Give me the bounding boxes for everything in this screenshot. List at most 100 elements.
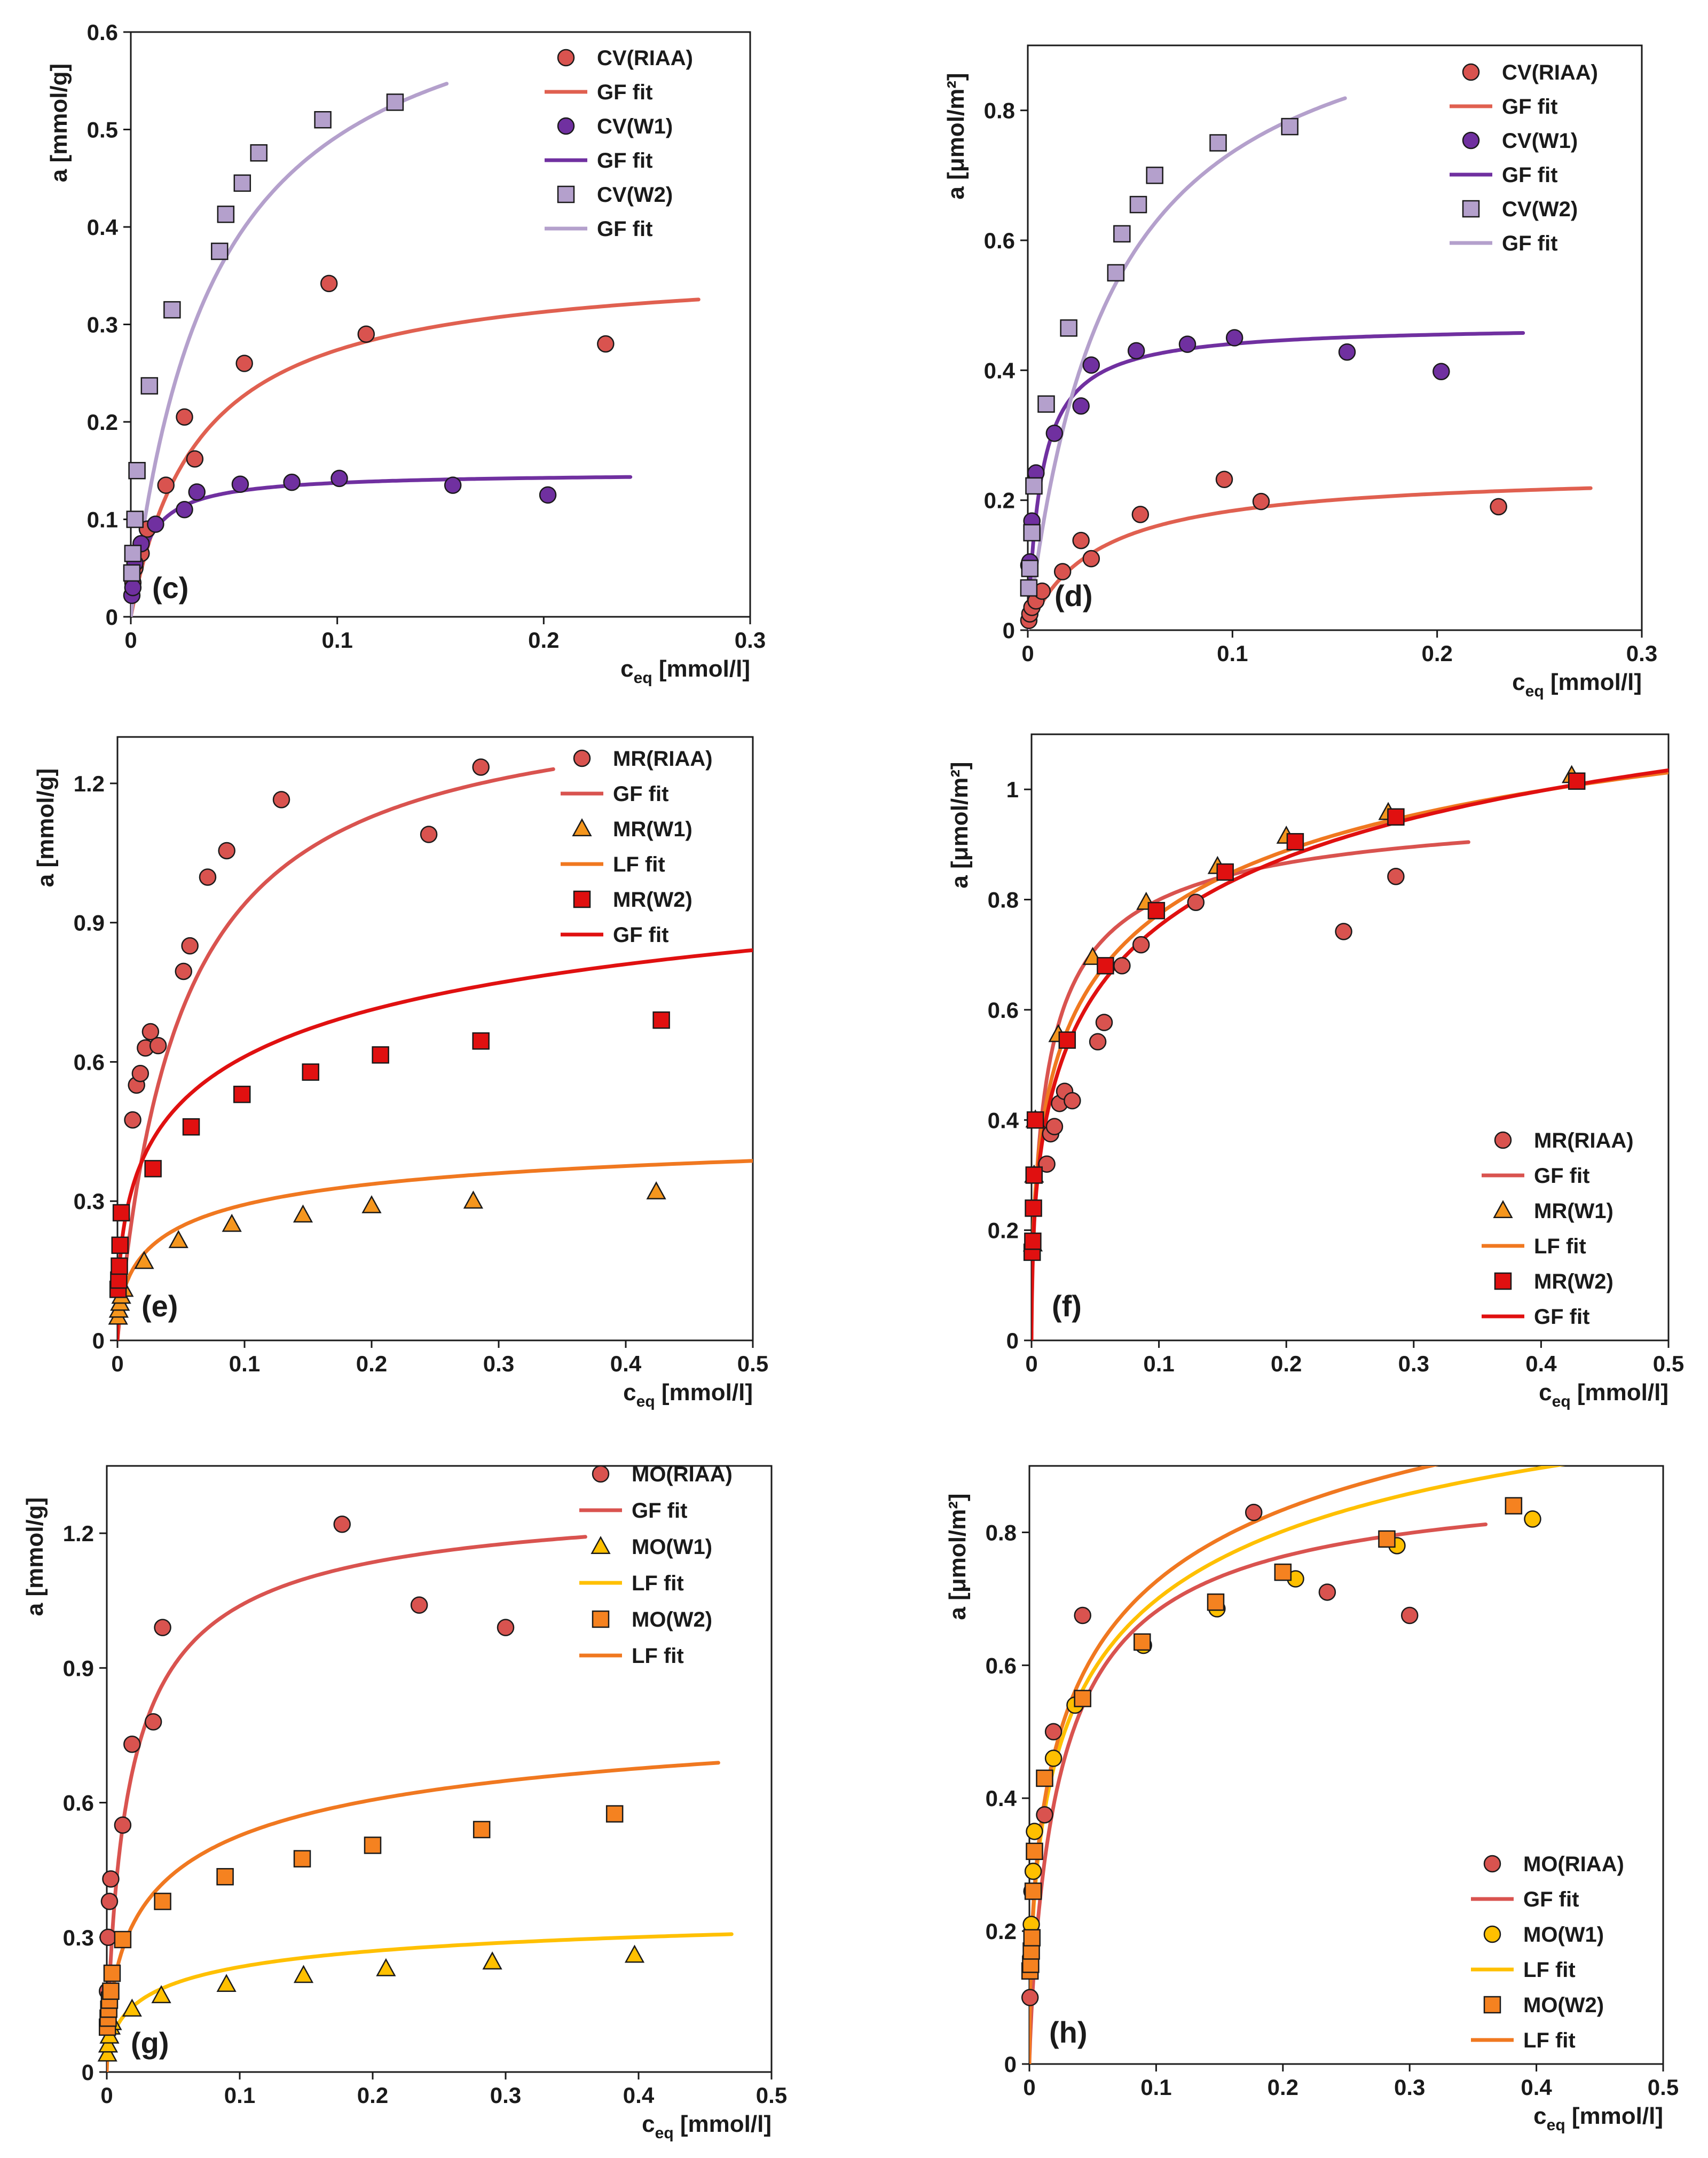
legend-label: MO(W2)	[1523, 1994, 1604, 2017]
x-tick-label: 0.4	[610, 1351, 642, 1376]
data-point	[211, 242, 229, 260]
y-tick-label: 0	[92, 1328, 105, 1353]
data-point	[333, 1516, 351, 1533]
fit-curve-gf-fit	[1028, 331, 1525, 630]
y-tick-label: 0.6	[988, 998, 1019, 1023]
data-point	[149, 1037, 167, 1055]
data-point	[218, 842, 235, 860]
data-point	[128, 462, 146, 480]
x-tick-label: 0.2	[1271, 1351, 1302, 1376]
data-point	[293, 1965, 314, 1983]
x-tick-label: 0.4	[1525, 1351, 1557, 1376]
data-point	[1245, 1503, 1263, 1521]
data-point	[176, 501, 193, 519]
legend-marker	[1493, 1200, 1513, 1218]
data-point	[111, 1236, 129, 1254]
data-point	[1021, 1989, 1039, 2006]
data-point	[1274, 1563, 1292, 1581]
data-point	[1209, 134, 1227, 152]
data-point	[330, 469, 348, 488]
x-tick-label: 0.4	[623, 2083, 655, 2108]
data-point	[1024, 1882, 1042, 1900]
y-tick-label: 0.2	[87, 410, 118, 435]
data-point	[124, 545, 142, 562]
x-tick-label: 0.3	[490, 2083, 521, 2108]
y-tick-label: 0.1	[87, 507, 118, 532]
panel-label: (c)	[152, 571, 188, 605]
x-axis-label: ceq [mmol/l]	[1512, 669, 1642, 700]
legend-marker	[592, 1465, 610, 1483]
legend: MR(RIAA) GF fit MR(W1) LF fit MR(W2) GF fit	[1482, 1129, 1634, 1329]
fit-curve-gf-fit	[1028, 96, 1347, 630]
chart-panel-e: 0 0.1 0.2 0.3 0.4 0.5 0 0.3 0.6 0.9 1.2 ceq [mmol/l…	[33, 736, 768, 1410]
fit-curve-lf-fit	[107, 1932, 734, 2072]
legend-marker	[1483, 1855, 1501, 1873]
legend-label: LF fit	[632, 1572, 684, 1595]
data-point	[131, 1064, 149, 1082]
series-mr-w2-	[109, 1011, 670, 1298]
data-point	[463, 1190, 484, 1209]
y-tick-label: 0	[82, 2060, 94, 2085]
x-tick-label: 0.4	[1521, 2075, 1552, 2100]
y-tick-label: 0.9	[74, 911, 105, 936]
data-point	[1129, 195, 1147, 214]
x-axis-label: ceq [mmol/l]	[620, 656, 750, 687]
y-tick-label: 0.4	[87, 215, 119, 240]
data-point	[1215, 470, 1233, 488]
x-tick-label: 0	[1023, 2075, 1035, 2100]
data-point	[1053, 563, 1072, 580]
series-cv-riaa-	[124, 274, 615, 592]
series-mr-riaa-	[124, 758, 490, 1129]
data-point	[1335, 923, 1352, 940]
data-point	[1134, 1633, 1151, 1651]
legend-label: LF fit	[1534, 1235, 1586, 1258]
x-tick-label: 0.1	[224, 2083, 255, 2108]
data-point	[1074, 1606, 1091, 1625]
data-point	[1044, 1723, 1062, 1741]
data-point	[1026, 1111, 1044, 1129]
legend-marker	[1462, 131, 1480, 150]
legend-marker	[591, 1536, 611, 1554]
legend-marker	[1462, 200, 1480, 218]
data-point	[126, 511, 144, 528]
y-tick-label: 0.8	[986, 1520, 1017, 1545]
fit-curve-gf-fit	[1032, 840, 1470, 1340]
legend-label: MO(W2)	[632, 1608, 712, 1631]
legend-label: GF fit	[1534, 1164, 1589, 1188]
x-tick-label: 0	[111, 1351, 123, 1376]
data-point	[134, 1251, 154, 1269]
data-point	[1025, 1166, 1043, 1184]
x-axis-label: ceq [mmol/l]	[623, 1379, 753, 1410]
panel-label: (d)	[1054, 579, 1093, 613]
data-point	[123, 564, 141, 582]
data-point	[1064, 1092, 1081, 1110]
plot-frame	[116, 736, 754, 1341]
y-tick-label: 0.3	[87, 312, 118, 338]
legend-marker	[557, 185, 575, 203]
legend-marker	[573, 890, 591, 908]
legend-label: GF fit	[597, 81, 652, 104]
data-point	[97, 2043, 117, 2062]
data-point	[1387, 808, 1405, 826]
data-point	[386, 93, 404, 111]
data-point	[646, 1181, 666, 1199]
series-cv-riaa-	[1020, 470, 1507, 629]
data-point	[1147, 901, 1166, 920]
x-tick-label: 0	[100, 2083, 113, 2108]
data-point	[539, 486, 557, 504]
legend-label: LF fit	[632, 1644, 684, 1668]
y-tick-label: 0	[1006, 1328, 1019, 1353]
x-tick-label: 0.2	[528, 627, 559, 653]
legend-label: LF fit	[1523, 1958, 1576, 1982]
legend-marker	[573, 749, 591, 767]
data-point	[1225, 329, 1243, 347]
data-point	[114, 1931, 132, 1949]
legend-label: MR(W1)	[1534, 1199, 1613, 1223]
data-point	[1338, 343, 1356, 361]
legend-marker	[1494, 1272, 1512, 1290]
plot-frame	[1028, 1465, 1664, 2065]
data-point	[444, 476, 462, 494]
x-tick-label: 0.5	[756, 2083, 787, 2108]
data-point	[1281, 117, 1298, 136]
x-tick-label: 0.1	[1140, 2075, 1171, 2100]
